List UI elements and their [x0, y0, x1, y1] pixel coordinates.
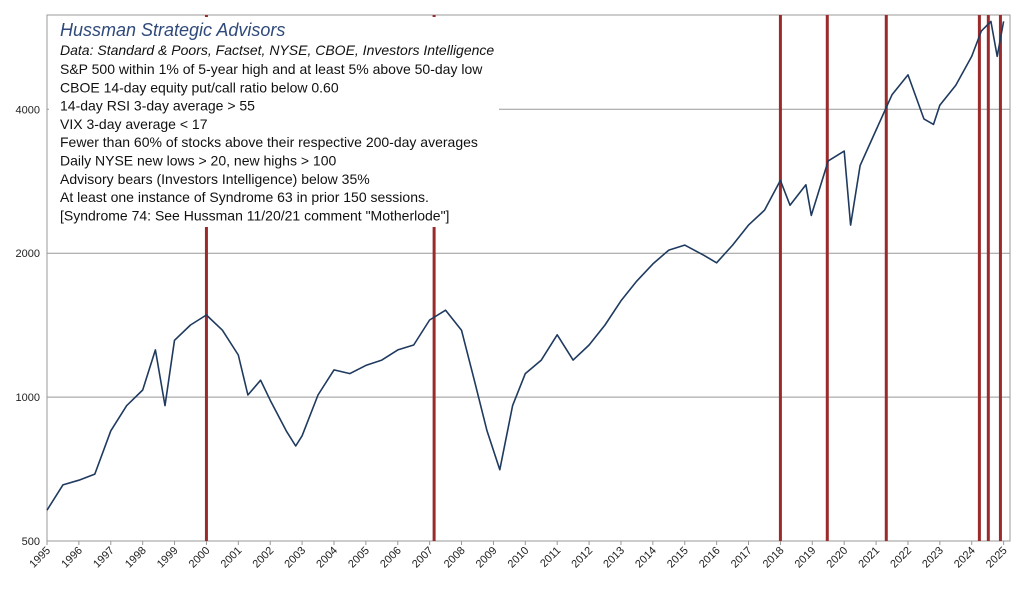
x-tick-label: 1997: [91, 545, 117, 571]
price-line: [46, 20, 1005, 511]
x-tick-label: 2016: [697, 545, 723, 571]
x-tick-label: 2003: [282, 545, 308, 571]
chart-subtitle: Data: Standard & Poors, Factset, NYSE, C…: [60, 42, 494, 58]
x-tick-label: 2015: [665, 545, 691, 571]
x-tick-label: 2009: [474, 545, 500, 571]
x-tick-label: 2013: [601, 545, 627, 571]
y-tick-label: 4000: [16, 104, 40, 116]
x-tick-label: 2008: [442, 545, 468, 571]
x-tick-label: 2010: [506, 545, 532, 571]
x-tick-label: 2004: [314, 545, 340, 571]
x-tick-label: 2000: [187, 545, 213, 571]
x-tick-label: 1996: [59, 545, 85, 571]
x-tick-label: 2022: [888, 545, 914, 571]
annotation-box: [49, 17, 499, 227]
x-tick-label: 2021: [856, 545, 882, 571]
annotation: Daily NYSE new lows > 20, new highs > 10…: [60, 153, 336, 169]
x-tick-label: 1998: [123, 545, 149, 571]
annotation: VIX 3-day average < 17: [60, 116, 208, 132]
x-tick-label: 2002: [251, 545, 277, 571]
x-tick-label: 2001: [219, 545, 245, 571]
x-tick-label: 2014: [633, 545, 659, 571]
x-tick-label: 2023: [920, 545, 946, 571]
x-tick-label: 1999: [155, 545, 181, 571]
x-tick-label: 2019: [793, 545, 819, 571]
annotation: Advisory bears (Investors Intelligence) …: [60, 171, 370, 187]
annotation: Fewer than 60% of stocks above their res…: [60, 134, 478, 150]
chart-title: Hussman Strategic Advisors: [60, 20, 285, 40]
x-tick-label: 2005: [346, 545, 372, 571]
x-tick-label: 2020: [825, 545, 851, 571]
x-tick-label: 2007: [410, 545, 436, 571]
y-tick-label: 500: [22, 536, 40, 548]
annotation: 14-day RSI 3-day average > 55: [60, 98, 255, 114]
x-tick-label: 2011: [538, 545, 563, 570]
x-tick-label: 2024: [952, 545, 978, 571]
annotation: S&P 500 within 1% of 5-year high and at …: [60, 61, 483, 77]
annotation: CBOE 14-day equity put/call ratio below …: [60, 79, 339, 95]
y-tick-label: 2000: [16, 248, 40, 260]
x-tick-label: 2025: [984, 545, 1010, 571]
x-tick-label: 2012: [569, 545, 595, 571]
annotation: [Syndrome 74: See Hussman 11/20/21 comme…: [60, 207, 449, 223]
x-tick-label: 2006: [378, 545, 404, 571]
x-tick-label: 1995: [27, 545, 53, 571]
x-tick-label: 2018: [761, 545, 787, 571]
y-tick-label: 1000: [16, 392, 40, 404]
x-tick-label: 2017: [729, 545, 755, 571]
annotation: At least one instance of Syndrome 63 in …: [60, 189, 429, 205]
